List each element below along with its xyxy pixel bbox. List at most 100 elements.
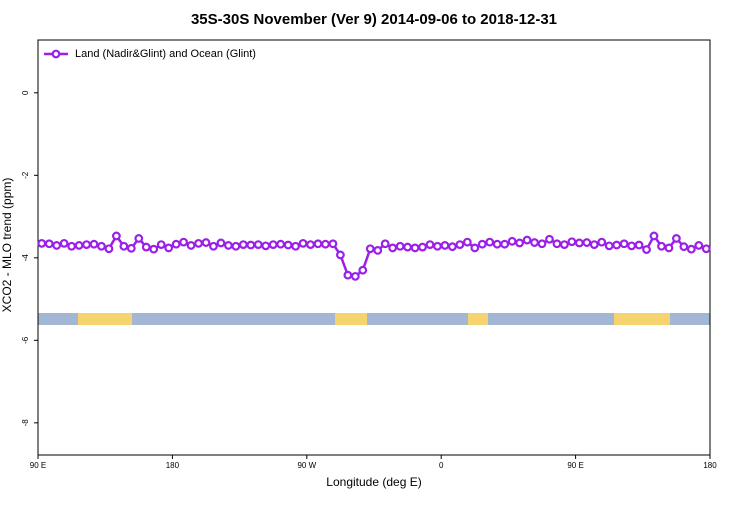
data-point — [149, 244, 159, 254]
data-point — [350, 271, 360, 281]
x-tick-label: 90 E — [30, 461, 46, 470]
data-point — [403, 242, 413, 252]
data-point — [686, 244, 696, 254]
chart-title: 35S-30S November (Ver 9) 2014-09-06 to 2… — [191, 11, 557, 28]
y-tick-label: -8 — [21, 419, 30, 427]
data-point — [261, 241, 271, 251]
data-point — [507, 236, 517, 246]
data-point — [171, 239, 181, 249]
data-point — [701, 244, 711, 254]
land-ocean-strip — [38, 313, 710, 325]
data-point — [321, 239, 330, 249]
data-point — [582, 238, 592, 247]
data-point — [642, 245, 651, 254]
data-point — [89, 239, 99, 249]
data-point — [201, 238, 211, 247]
data-point — [186, 241, 196, 250]
data-point — [425, 240, 435, 250]
data-point — [619, 239, 629, 249]
data-point — [462, 237, 472, 247]
data-point — [448, 242, 457, 252]
data-point — [126, 243, 136, 253]
data-point — [37, 238, 47, 248]
data-point — [59, 238, 69, 248]
data-point — [298, 238, 308, 248]
data-point — [74, 241, 84, 250]
data-point — [238, 240, 248, 250]
data-point — [156, 240, 166, 250]
data-point — [560, 240, 569, 250]
data-point — [328, 239, 338, 249]
y-tick-label: -4 — [21, 254, 30, 262]
data-point — [485, 237, 495, 247]
data-point — [111, 231, 121, 241]
data-point — [358, 265, 368, 275]
data-point — [470, 243, 480, 253]
data-point — [388, 243, 398, 253]
data-point — [664, 243, 674, 253]
data-point — [313, 239, 323, 249]
data-point — [291, 241, 301, 251]
data-point — [246, 240, 256, 250]
data-point — [537, 239, 547, 249]
data-point — [500, 239, 510, 249]
data-point — [530, 238, 539, 247]
data-point — [418, 242, 427, 252]
data-point — [52, 241, 62, 250]
data-point — [134, 234, 144, 243]
x-axis-label: Longitude (deg E) — [326, 475, 421, 489]
data-point — [82, 240, 91, 250]
data-point — [672, 234, 681, 243]
data-point — [276, 239, 286, 249]
data-point — [343, 270, 353, 280]
data-point — [477, 239, 487, 249]
data-point — [545, 234, 554, 244]
data-point — [119, 241, 129, 251]
data-point — [141, 242, 151, 252]
x-tick-label: 180 — [703, 461, 717, 470]
data-point — [306, 240, 315, 250]
x-tick-label: 0 — [439, 461, 444, 470]
data-point — [492, 239, 502, 249]
data-point — [268, 240, 278, 250]
data-point — [97, 241, 106, 251]
data-point — [552, 239, 562, 249]
data-point — [223, 241, 233, 250]
data-point — [679, 242, 689, 252]
data-point — [440, 241, 450, 250]
data-point — [44, 239, 54, 249]
data-point — [253, 240, 263, 250]
data-point — [336, 250, 345, 260]
legend-label: Land (Nadir&Glint) and Ocean (Glint) — [75, 48, 256, 60]
data-point — [612, 240, 622, 250]
data-point — [104, 244, 114, 254]
data-point — [574, 238, 584, 248]
data-point — [515, 238, 524, 248]
legend-marker — [51, 49, 61, 59]
data-point — [395, 241, 405, 251]
data-point — [373, 245, 383, 255]
data-point — [194, 238, 203, 248]
y-axis-label: XCO2 - MLO trend (ppm) — [0, 178, 14, 313]
data-point — [164, 243, 174, 253]
data-point — [380, 239, 390, 249]
data-point — [597, 237, 607, 247]
data-point — [567, 237, 577, 247]
data-point — [231, 241, 241, 251]
data-point — [216, 238, 226, 248]
data-point — [694, 241, 704, 250]
legend: Land (Nadir&Glint) and Ocean (Glint) — [44, 48, 256, 60]
data-point — [433, 241, 442, 251]
y-tick-label: -6 — [21, 336, 30, 344]
data-point — [604, 241, 614, 251]
data-point — [455, 240, 465, 250]
data-point — [657, 241, 666, 251]
data-point — [179, 237, 189, 247]
series-line — [41, 233, 707, 278]
x-tick-label: 90 W — [297, 461, 316, 470]
data-point — [627, 241, 636, 251]
y-tick-label: -2 — [21, 171, 30, 179]
data-point — [589, 240, 599, 250]
data-point — [634, 240, 644, 250]
